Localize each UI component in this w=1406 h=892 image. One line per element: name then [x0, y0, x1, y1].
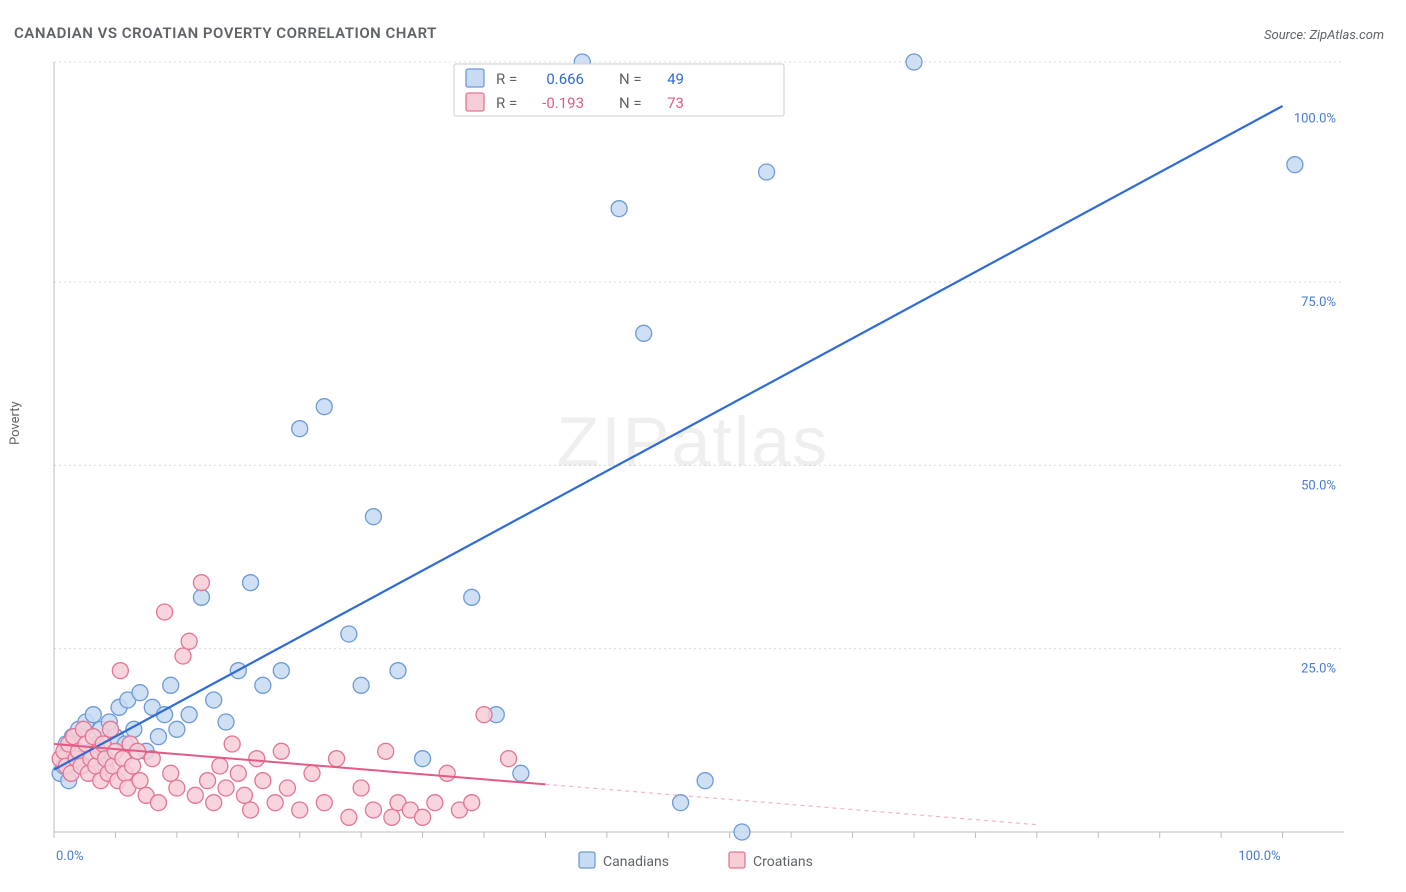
data-point [464, 795, 480, 811]
data-point [218, 714, 234, 730]
trend-line-extrapolated [545, 784, 1036, 824]
source-attribution: Source: ZipAtlas.com [1264, 28, 1384, 43]
data-point [206, 795, 222, 811]
data-point [636, 325, 652, 341]
y-tick-label: 100.0% [1294, 112, 1336, 127]
data-point [501, 751, 517, 767]
legend-n-label: N = [619, 94, 642, 112]
data-point [759, 164, 775, 180]
series-swatch [579, 852, 595, 868]
data-point [187, 787, 203, 803]
data-point [365, 802, 381, 818]
data-point [169, 721, 185, 737]
data-point [906, 54, 922, 70]
data-point [200, 773, 216, 789]
data-point [193, 575, 209, 591]
data-point [304, 765, 320, 781]
data-point [255, 677, 271, 693]
data-point [292, 802, 308, 818]
x-tick-label: 0.0% [56, 849, 84, 864]
data-point [175, 648, 191, 664]
data-point [611, 201, 627, 217]
series-label: Canadians [603, 854, 669, 870]
data-point [273, 743, 289, 759]
data-point [273, 663, 289, 679]
data-point [230, 765, 246, 781]
data-point [212, 758, 228, 774]
data-point [125, 758, 141, 774]
data-point [341, 809, 357, 825]
source-value: ZipAtlas.com [1309, 28, 1384, 43]
data-point [513, 765, 529, 781]
data-point [378, 743, 394, 759]
y-tick-label: 75.0% [1301, 295, 1336, 310]
data-point [279, 780, 295, 796]
data-point [181, 707, 197, 723]
legend-swatch [466, 93, 484, 111]
data-point [415, 751, 431, 767]
data-point [112, 663, 128, 679]
legend-r-value: -0.193 [542, 94, 584, 112]
legend-r-label: R = [496, 94, 517, 112]
y-axis-label: Poverty [8, 401, 23, 445]
series-label: Croatians [753, 854, 813, 870]
data-point [169, 780, 185, 796]
data-point [476, 707, 492, 723]
data-point [365, 509, 381, 525]
data-point [734, 824, 750, 840]
data-point [439, 765, 455, 781]
data-point [193, 589, 209, 605]
x-tick-label: 100.0% [1238, 849, 1280, 864]
data-point [85, 707, 101, 723]
data-point [353, 677, 369, 693]
data-point [150, 795, 166, 811]
legend-swatch [466, 69, 484, 87]
data-point [292, 421, 308, 437]
data-point [243, 802, 259, 818]
data-point [243, 575, 259, 591]
data-point [390, 663, 406, 679]
legend-r-label: R = [496, 70, 517, 88]
data-point [329, 751, 345, 767]
data-point [255, 773, 271, 789]
data-point [249, 751, 265, 767]
chart-container: Poverty ZIPatlas25.0%50.0%75.0%100.0%0.0… [14, 52, 1392, 878]
legend-n-value: 73 [667, 94, 684, 112]
data-point [316, 795, 332, 811]
data-point [132, 685, 148, 701]
data-point [353, 780, 369, 796]
y-tick-label: 25.0% [1301, 662, 1336, 677]
data-point [181, 633, 197, 649]
legend-n-label: N = [619, 70, 642, 88]
legend-r-value: 0.666 [546, 70, 584, 88]
data-point [427, 795, 443, 811]
series-swatch [729, 852, 745, 868]
data-point [384, 809, 400, 825]
data-point [163, 677, 179, 693]
data-point [316, 399, 332, 415]
data-point [224, 736, 240, 752]
data-point [132, 773, 148, 789]
legend-n-value: 49 [667, 70, 684, 88]
source-label: Source: [1264, 28, 1306, 43]
data-point [341, 626, 357, 642]
scatter-chart: ZIPatlas 25.0% 50.0% 75.0% 100.0% 0.0% 100.0% R… [14, 52, 1392, 878]
data-point [464, 589, 480, 605]
data-point [267, 795, 283, 811]
data-point [157, 604, 173, 620]
chart-title: CANADIAN VS CROATIAN POVERTY CORRELATION… [14, 24, 437, 42]
data-point [673, 795, 689, 811]
data-point [150, 729, 166, 745]
data-point [697, 773, 713, 789]
data-point [1287, 157, 1303, 173]
data-point [236, 787, 252, 803]
data-point [163, 765, 179, 781]
trend-line [54, 106, 1283, 770]
data-point [218, 780, 234, 796]
data-point [415, 809, 431, 825]
data-point [206, 692, 222, 708]
y-tick-label: 50.0% [1301, 478, 1336, 493]
watermark: ZIPatlas [556, 402, 829, 480]
